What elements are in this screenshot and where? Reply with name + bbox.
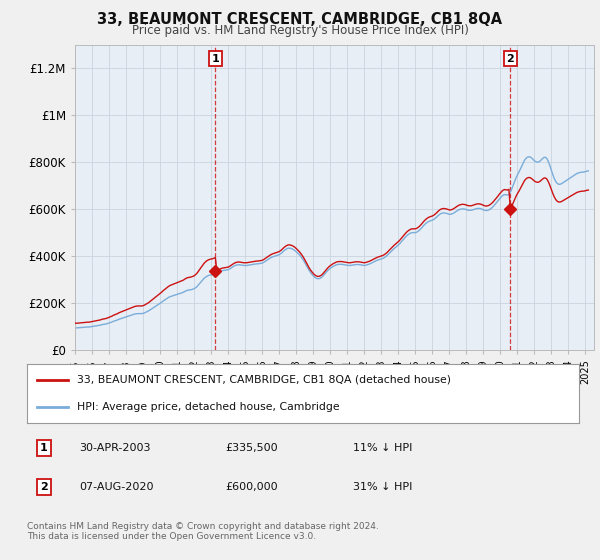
Text: 1: 1 [212, 54, 219, 63]
Text: £600,000: £600,000 [226, 482, 278, 492]
Text: 07-AUG-2020: 07-AUG-2020 [79, 482, 154, 492]
Text: Contains HM Land Registry data © Crown copyright and database right 2024.
This d: Contains HM Land Registry data © Crown c… [27, 522, 379, 542]
Text: HPI: Average price, detached house, Cambridge: HPI: Average price, detached house, Camb… [77, 402, 340, 412]
Text: £335,500: £335,500 [226, 443, 278, 453]
Text: 11% ↓ HPI: 11% ↓ HPI [353, 443, 412, 453]
Text: 33, BEAUMONT CRESCENT, CAMBRIDGE, CB1 8QA (detached house): 33, BEAUMONT CRESCENT, CAMBRIDGE, CB1 8Q… [77, 375, 451, 385]
Text: 1: 1 [40, 443, 47, 453]
Text: Price paid vs. HM Land Registry's House Price Index (HPI): Price paid vs. HM Land Registry's House … [131, 24, 469, 37]
Text: 30-APR-2003: 30-APR-2003 [79, 443, 151, 453]
Text: 2: 2 [40, 482, 47, 492]
Text: 31% ↓ HPI: 31% ↓ HPI [353, 482, 412, 492]
Text: 2: 2 [506, 54, 514, 63]
Text: 33, BEAUMONT CRESCENT, CAMBRIDGE, CB1 8QA: 33, BEAUMONT CRESCENT, CAMBRIDGE, CB1 8Q… [97, 12, 503, 27]
